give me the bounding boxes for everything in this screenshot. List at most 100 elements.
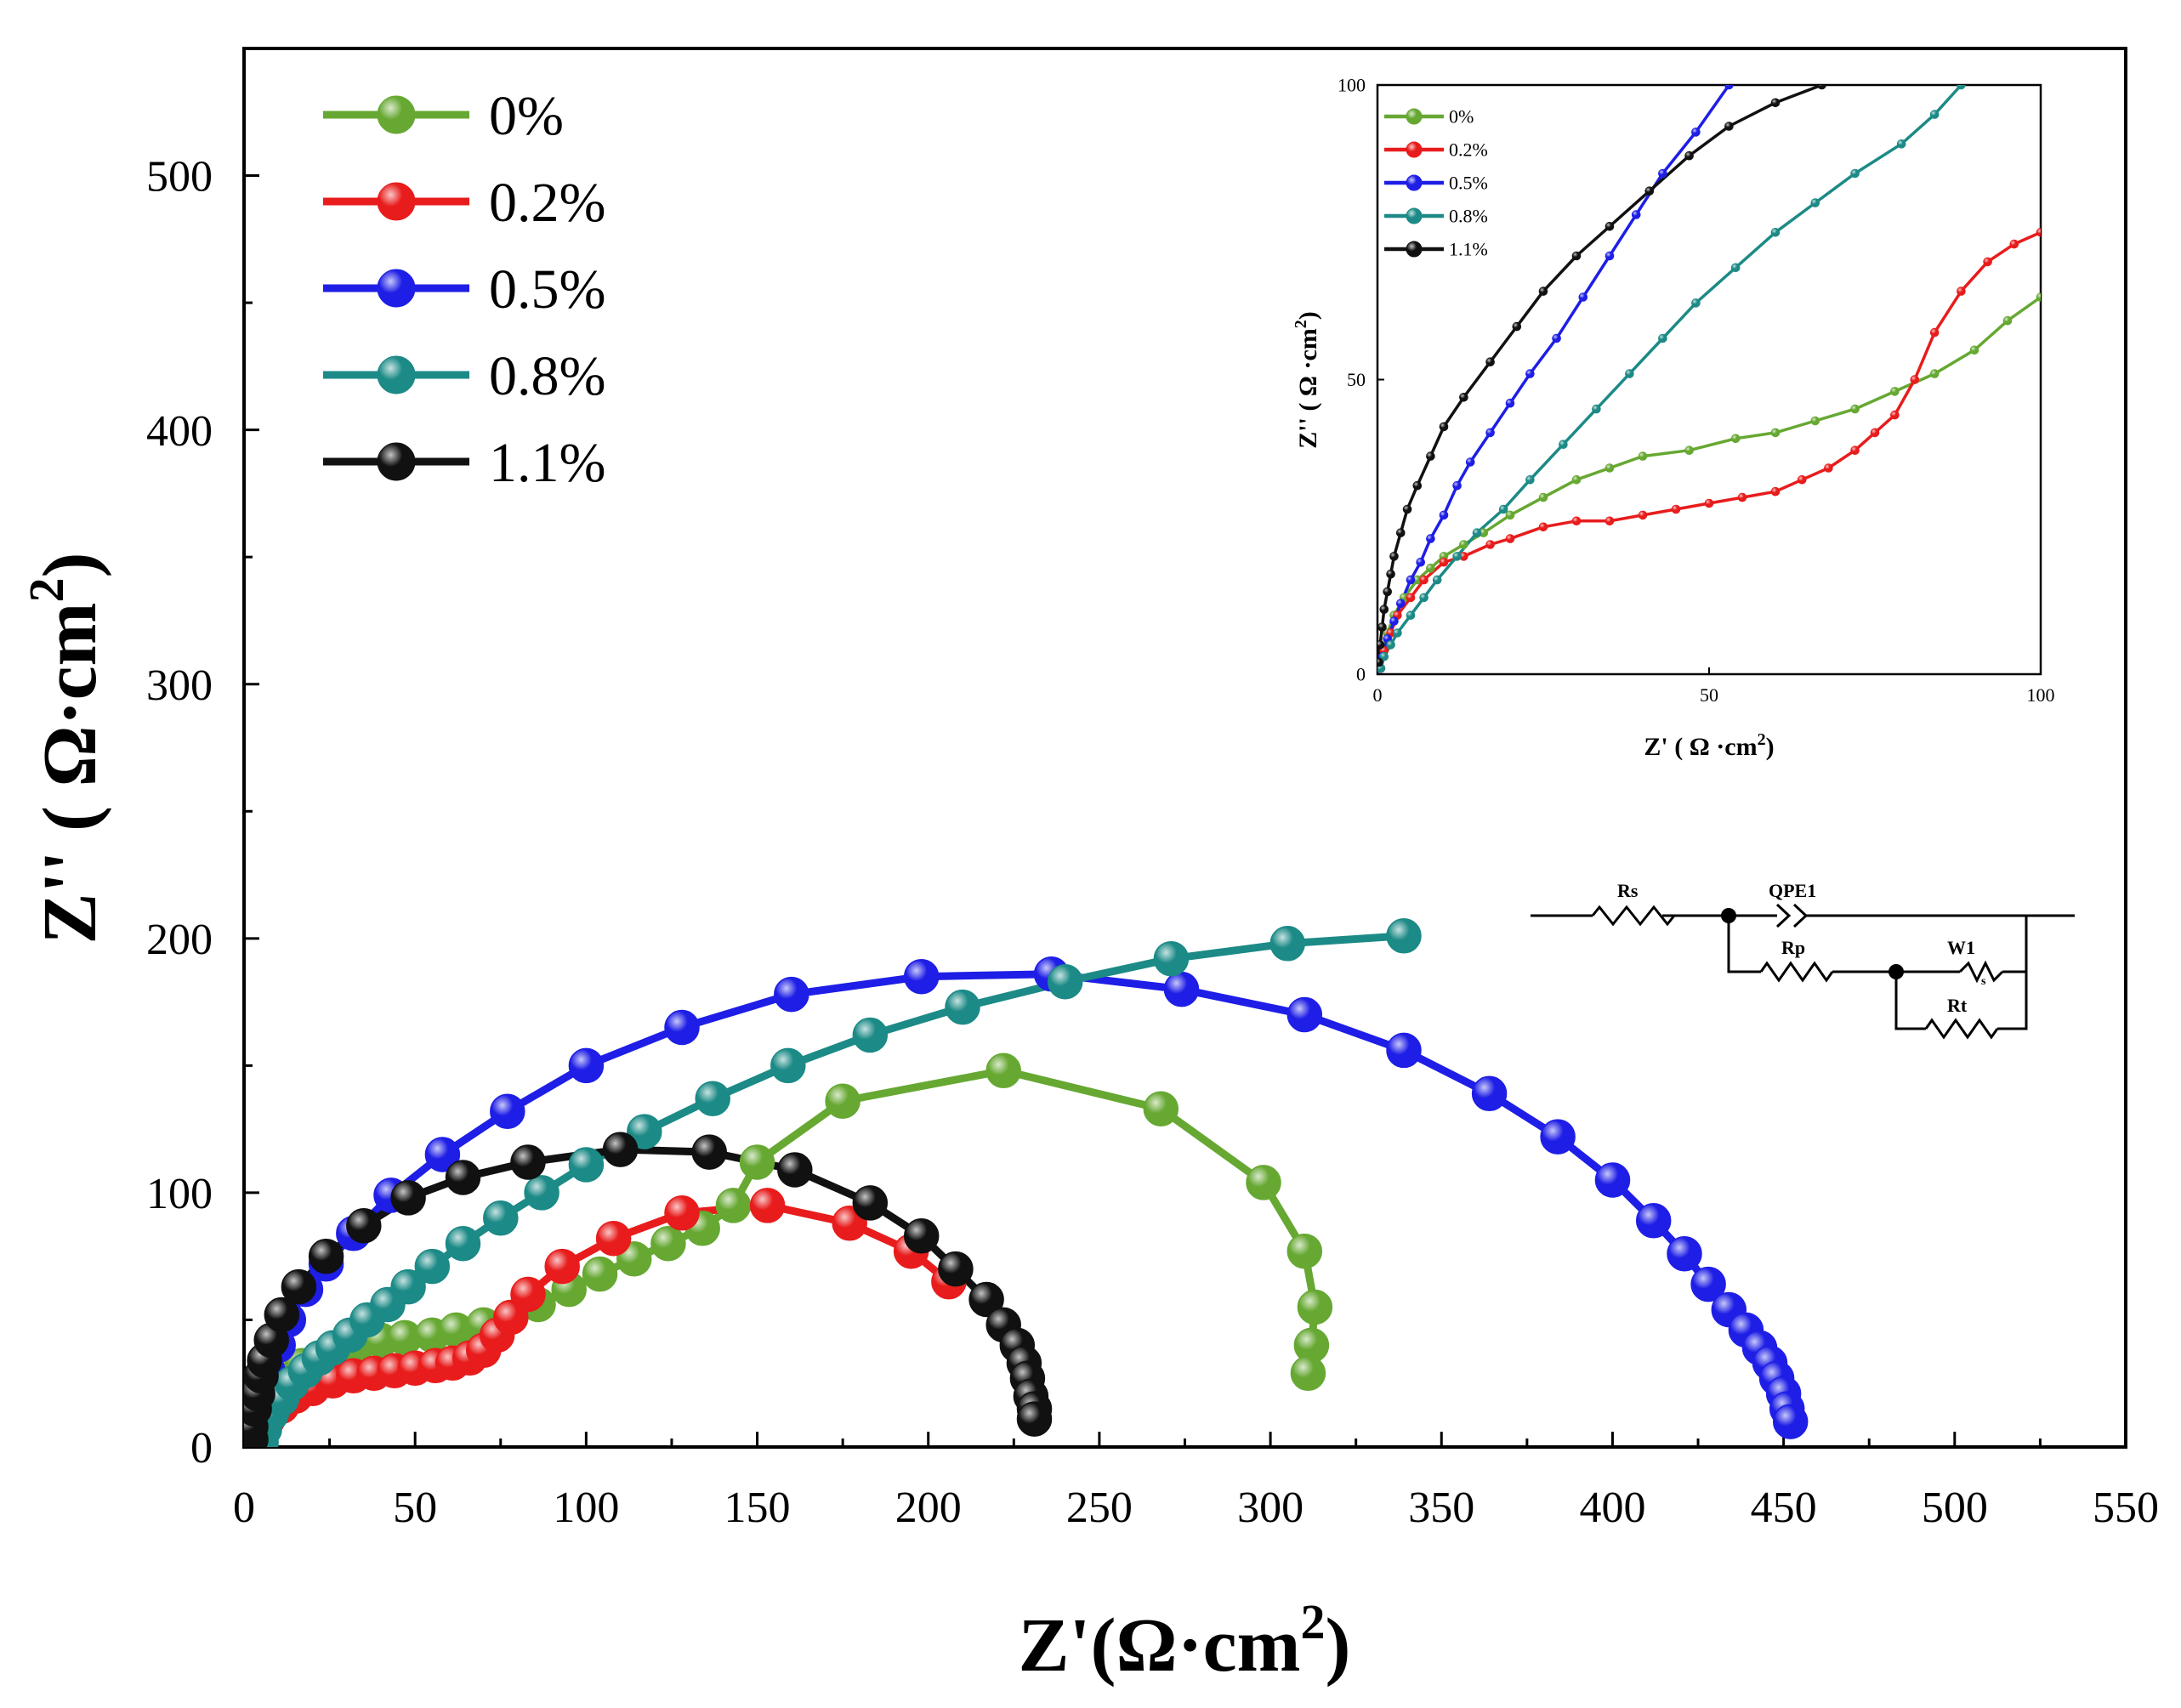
inset-data-point-0pct bbox=[1929, 369, 1940, 378]
inset-data-point-0-2pct bbox=[1957, 287, 1966, 296]
main-legend-label-0pct: 0% bbox=[489, 85, 564, 147]
main-x-axis-label-text: Z'(Ω·cm bbox=[1019, 1603, 1301, 1688]
inset-data-point-0pct bbox=[1969, 345, 1979, 355]
inset-data-point-0pct bbox=[1770, 428, 1781, 438]
circuit-label-rp: Rp bbox=[1781, 937, 1805, 958]
main-legend-marker-0-5pct bbox=[377, 269, 416, 308]
inset-legend-marker-0pct bbox=[1406, 108, 1423, 125]
inset-data-point-0pct bbox=[1684, 445, 1694, 456]
circuit-label-w1: W1 bbox=[1947, 937, 1975, 958]
inset-data-point-0-8pct bbox=[1559, 440, 1568, 450]
main-x-tick-label: 550 bbox=[2093, 1484, 2159, 1532]
main-data-point-1-1pct bbox=[264, 1297, 300, 1333]
main-x-tick-label: 150 bbox=[724, 1484, 791, 1532]
inset-x-axis-label: Z' ( Ω ·cm2) bbox=[1644, 730, 1774, 761]
main-data-point-0-2pct bbox=[595, 1220, 632, 1257]
inset-data-point-0pct bbox=[1810, 416, 1820, 426]
inset-data-point-0-2pct bbox=[1485, 540, 1495, 549]
main-x-axis-label: Z'(Ω·cm2) bbox=[1019, 1594, 1351, 1688]
inset-data-point-0-2pct bbox=[1571, 516, 1582, 526]
inset-data-point-0-2pct bbox=[1797, 474, 1807, 485]
inset-data-point-0-5pct bbox=[1658, 168, 1667, 179]
main-y-axis-label-sup: 2 bbox=[19, 577, 74, 602]
main-legend-label-1-1pct: 1.1% bbox=[489, 432, 605, 494]
inset-data-point-0-2pct bbox=[1910, 375, 1920, 384]
main-data-point-1-1pct bbox=[308, 1238, 344, 1274]
inset-data-point-0-2pct bbox=[1890, 410, 1900, 420]
inset-data-point-0-5pct bbox=[1605, 251, 1615, 261]
main-y-tick-label: 300 bbox=[146, 661, 213, 710]
main-data-point-0pct bbox=[825, 1083, 860, 1119]
inset-data-point-1-1pct bbox=[1402, 504, 1412, 514]
inset-x-tick-label: 50 bbox=[1700, 684, 1718, 706]
main-data-point-0pct bbox=[1290, 1355, 1326, 1392]
inset-data-point-0-8pct bbox=[1957, 85, 1966, 90]
inset-data-point-0-5pct bbox=[1552, 333, 1561, 343]
main-legend-marker-0-2pct bbox=[377, 182, 416, 221]
main-legend-label-0-8pct: 0.8% bbox=[489, 345, 605, 407]
circuit-wire-rt bbox=[1894, 972, 1926, 1030]
main-data-point-0pct bbox=[1246, 1165, 1281, 1200]
circuit-node-1 bbox=[1721, 908, 1736, 923]
main-legend-label-0-2pct: 0.2% bbox=[489, 172, 605, 234]
inset-y-axis-label: Z'' ( Ω ·cm2) bbox=[1292, 311, 1322, 449]
resistor-rs-icon bbox=[1591, 905, 1676, 927]
main-data-point-0-5pct bbox=[664, 1009, 700, 1046]
main-data-point-1-1pct bbox=[777, 1152, 813, 1188]
inset-data-point-0-8pct bbox=[1810, 198, 1820, 207]
inset-data-point-1-1pct bbox=[1439, 422, 1449, 432]
main-data-point-0-2pct bbox=[749, 1188, 786, 1223]
inset-y-tick-label: 0 bbox=[1356, 664, 1366, 685]
main-data-point-0-5pct bbox=[774, 976, 809, 1013]
warburg-w1-icon bbox=[1958, 960, 2004, 984]
main-data-point-1-1pct bbox=[346, 1208, 382, 1244]
inset-data-point-0-2pct bbox=[1671, 504, 1681, 514]
inset-legend-label-0pct: 0% bbox=[1449, 106, 1474, 128]
inset-data-point-0-2pct bbox=[1850, 445, 1860, 456]
main-data-point-0-2pct bbox=[664, 1195, 700, 1231]
main-data-point-1-1pct bbox=[903, 1218, 940, 1254]
inset-data-point-1-1pct bbox=[1459, 392, 1468, 402]
inset-data-point-0-2pct bbox=[1704, 498, 1714, 508]
inset-data-point-0-8pct bbox=[1432, 575, 1442, 585]
main-data-point-0-5pct bbox=[1690, 1266, 1726, 1302]
inset-data-point-0pct bbox=[1850, 404, 1860, 414]
inset-data-point-0-2pct bbox=[1439, 557, 1449, 567]
main-data-point-1-1pct bbox=[510, 1144, 546, 1180]
main-y-tick-label: 200 bbox=[146, 916, 213, 964]
main-data-point-1-1pct bbox=[968, 1281, 1004, 1318]
inset-data-point-0-5pct bbox=[1578, 292, 1588, 302]
main-data-point-0pct bbox=[1286, 1233, 1323, 1269]
main-data-point-0-8pct bbox=[1153, 940, 1190, 977]
main-data-point-0-5pct bbox=[903, 958, 940, 995]
inset-data-point-1-1pct bbox=[1724, 122, 1734, 131]
main-data-point-1-1pct bbox=[852, 1185, 889, 1221]
main-y-axis-label-text: Z'' ( Ω·cm bbox=[28, 602, 112, 944]
inset-data-point-1-1pct bbox=[1383, 587, 1392, 597]
main-data-point-0-2pct bbox=[544, 1248, 580, 1285]
inset-data-point-0-5pct bbox=[1416, 557, 1425, 567]
inset-legend-marker-0-8pct bbox=[1406, 207, 1423, 224]
inset-data-point-1-1pct bbox=[1412, 480, 1423, 491]
inset-data-point-0-8pct bbox=[1592, 404, 1601, 414]
inset-data-point-0-5pct bbox=[1389, 616, 1399, 626]
main-data-point-0-8pct bbox=[390, 1268, 426, 1305]
inset-data-point-0-8pct bbox=[1498, 504, 1508, 514]
inset-data-point-0-8pct bbox=[1406, 610, 1416, 621]
inset-data-point-0-5pct bbox=[1631, 210, 1641, 219]
inset-data-point-0-5pct bbox=[1426, 534, 1435, 543]
inset-x-axis-label-sup: 2 bbox=[1758, 730, 1766, 749]
main-legend-marker-0pct bbox=[377, 95, 416, 134]
circuit-label-rt: Rt bbox=[1947, 995, 1968, 1016]
inset-legend-marker-0-5pct bbox=[1406, 174, 1423, 191]
circuit-label-rs: Rs bbox=[1617, 880, 1639, 901]
main-x-tick-label: 250 bbox=[1066, 1484, 1133, 1532]
inset-data-point-0-2pct bbox=[1638, 510, 1648, 520]
main-data-point-1-1pct bbox=[691, 1134, 727, 1170]
main-data-point-0-8pct bbox=[695, 1081, 730, 1116]
inset-data-point-0-5pct bbox=[1465, 457, 1475, 467]
main-y-tick-label: 400 bbox=[146, 407, 213, 456]
main-data-point-0pct bbox=[1297, 1289, 1333, 1325]
